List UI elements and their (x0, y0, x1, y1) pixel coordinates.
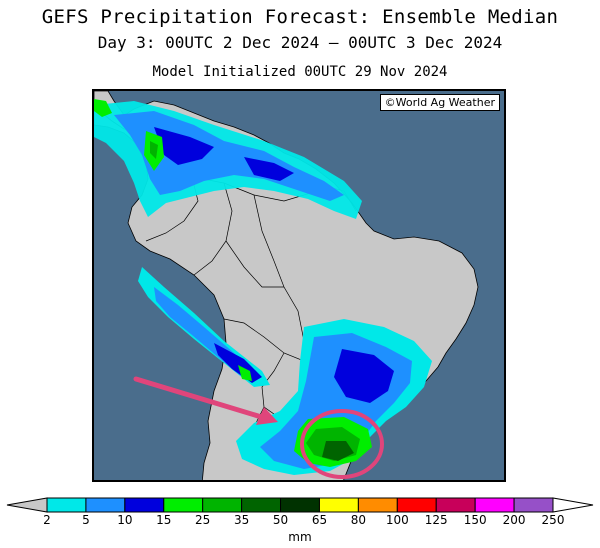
credit-label: ©World Ag Weather (379, 94, 500, 111)
colorbar-above-triangle (552, 497, 594, 513)
map-svg (94, 91, 504, 480)
colorbar-cell (318, 497, 359, 513)
forecast-period: Day 3: 00UTC 2 Dec 2024 — 00UTC 3 Dec 20… (97, 33, 503, 52)
colorbar-cell (124, 497, 165, 513)
colorbar-cell (474, 497, 515, 513)
precipitation-shading (94, 99, 432, 475)
annotation-arrow (133, 376, 278, 425)
colorbar-cell (241, 497, 282, 513)
chart-title: GEFS Precipitation Forecast: Ensemble Me… (41, 6, 559, 28)
model-init-time: Model Initialized 00UTC 29 Nov 2024 (152, 64, 448, 80)
colorbar-cell (435, 497, 476, 513)
colorbar-tick-label: 80 (350, 513, 367, 527)
colorbar-tick-label: 250 (541, 513, 565, 527)
annotation-circle (300, 409, 384, 479)
colorbar (6, 497, 594, 513)
colorbar-tick-label: 35 (233, 513, 250, 527)
colorbar-cells (6, 497, 594, 513)
colorbar-tick-label: 10 (117, 513, 133, 527)
colorbar-cell (396, 497, 437, 513)
colorbar-unit: mm (288, 530, 312, 544)
colorbar-tick-label: 2 (43, 513, 51, 527)
colorbar-cell (85, 497, 126, 513)
colorbar-tick-label: 50 (272, 513, 289, 527)
colorbar-tick-label: 100 (385, 513, 409, 527)
precipitation-map: ©World Ag Weather (92, 89, 506, 482)
colorbar-cell (46, 497, 87, 513)
colorbar-below-triangle (6, 497, 48, 513)
colorbar-tick-label: 25 (195, 513, 211, 527)
colorbar-tick-label: 5 (82, 513, 90, 527)
colorbar-cell (513, 497, 554, 513)
colorbar-cell (357, 497, 398, 513)
colorbar-cell (202, 497, 243, 513)
colorbar-cell (280, 497, 320, 513)
colorbar-tick-label: 200 (502, 513, 526, 527)
colorbar-cell (163, 497, 204, 513)
colorbar-tick-label: 125 (424, 513, 448, 527)
colorbar-tick-label: 65 (311, 513, 328, 527)
colorbar-tick-label: 15 (156, 513, 172, 527)
colorbar-tick-label: 150 (463, 513, 487, 527)
